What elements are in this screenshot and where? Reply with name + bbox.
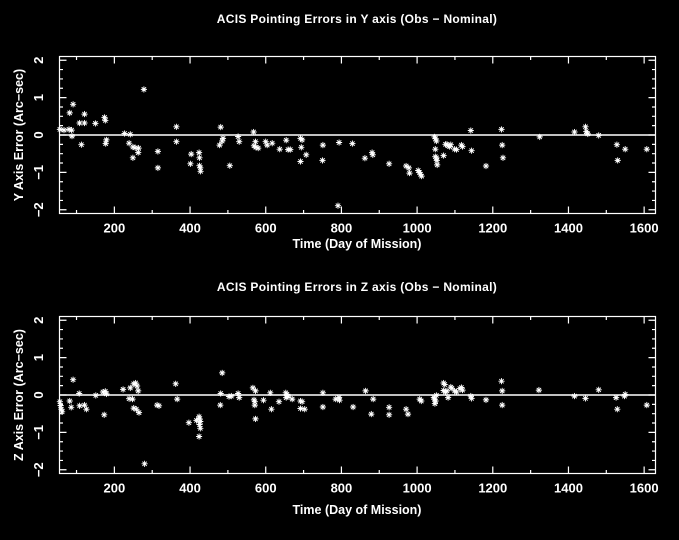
x-tick-label: 600 [255,481,277,496]
x-tick-label: 1600 [630,481,659,496]
x-tick-label: 800 [331,221,353,236]
y-plot-y-axis-title: Y Axis Error (Arc−sec) [12,68,26,202]
x-tick-label: 600 [255,221,277,236]
x-tick-label: 200 [104,481,126,496]
x-tick-label: 1000 [403,221,432,236]
y-tick-label: 0 [31,131,46,138]
data-points [56,369,650,467]
y-tick-label: 1 [31,94,46,101]
y-plot-title: ACIS Pointing Errors in Y axis (Obs − No… [216,12,498,26]
y-tick-label: −1 [31,165,46,180]
x-tick-label: 1200 [478,481,507,496]
data-points [56,86,650,209]
y-tick-label: 2 [31,317,46,324]
x-tick-label: 200 [104,221,126,236]
x-tick-label: 400 [179,481,201,496]
x-tick-label: 1400 [554,481,583,496]
x-tick-label: 800 [331,481,353,496]
y-tick-label: 2 [31,57,46,64]
x-tick-label: 1200 [478,221,507,236]
x-tick-label: 400 [179,221,201,236]
z-plot-y-axis-title: Z Axis Error (Arc−sec) [12,329,26,461]
y-tick-label: 0 [31,391,46,398]
y-tick-label: −2 [31,202,46,217]
z-plot-title: ACIS Pointing Errors in Z axis (Obs − No… [216,280,498,294]
x-tick-label: 1000 [403,481,432,496]
y-tick-label: −1 [31,425,46,440]
z-plot-x-axis-title: Time (Day of Mission) [292,503,422,517]
y-tick-label: 1 [31,354,46,361]
x-tick-label: 1400 [554,221,583,236]
y-plot-x-axis-title: Time (Day of Mission) [292,237,422,251]
x-tick-label: 1600 [630,221,659,236]
y-tick-label: −2 [31,462,46,477]
